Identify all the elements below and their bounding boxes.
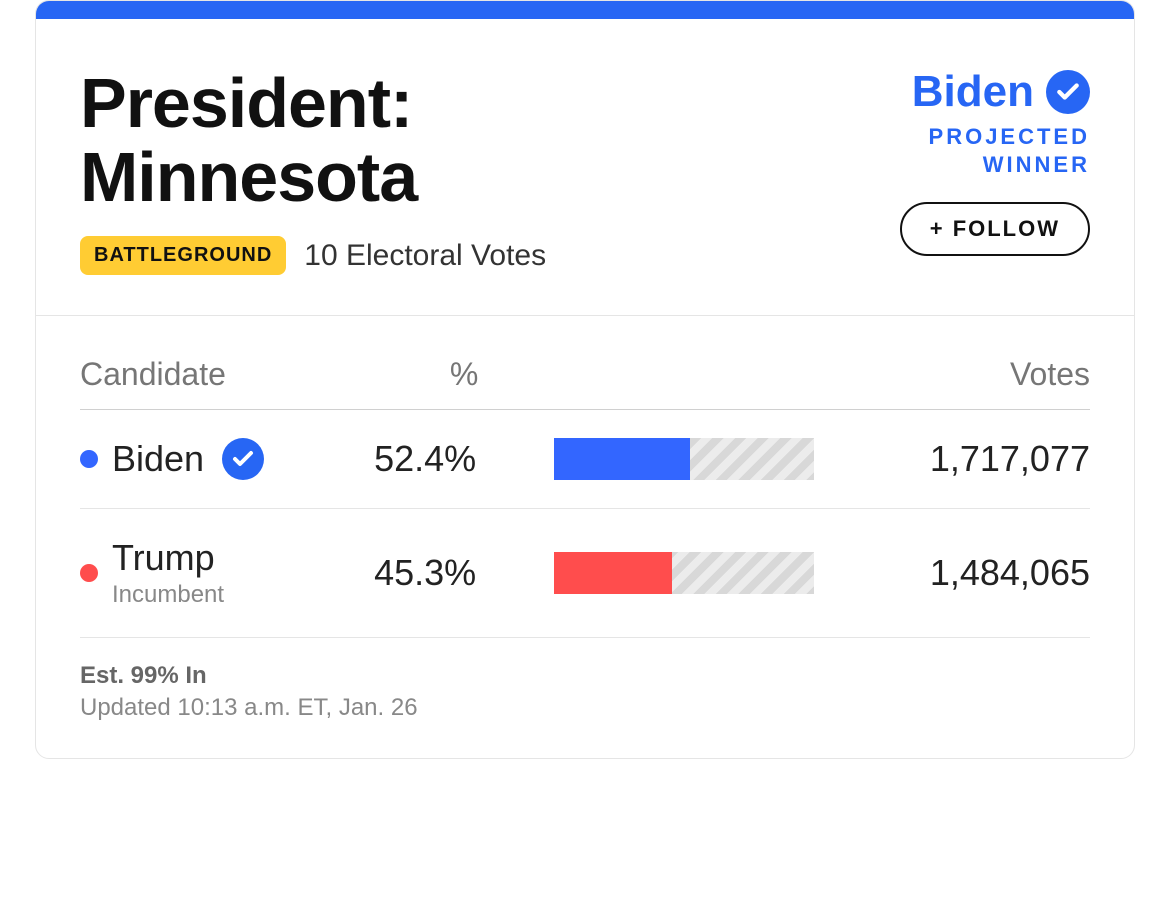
projected-winner-row: Biden <box>912 67 1090 117</box>
party-dot-icon <box>80 564 98 582</box>
candidate-wrap: Biden <box>80 438 374 480</box>
winner-check-icon <box>1046 70 1090 114</box>
results-section: Candidate % Votes Biden52.4%1,717,077Tru… <box>36 316 1134 758</box>
party-dot-icon <box>80 450 98 468</box>
winner-check-icon <box>222 438 264 480</box>
projected-winner-label: PROJECTED WINNER <box>929 123 1090 178</box>
projected-line2: WINNER <box>983 152 1090 177</box>
bar-cell <box>554 509 834 638</box>
bar-fill <box>554 438 690 480</box>
col-header-candidate: Candidate <box>80 356 374 410</box>
col-header-votes: Votes <box>834 356 1090 410</box>
projected-line1: PROJECTED <box>929 124 1090 149</box>
follow-button[interactable]: + FOLLOW <box>900 202 1090 256</box>
col-header-pct: % <box>374 356 554 410</box>
votes-cell: 1,717,077 <box>834 410 1090 509</box>
candidate-name-wrap: Biden <box>112 438 204 480</box>
candidate-name-wrap: TrumpIncumbent <box>112 537 224 609</box>
updated-text: Updated 10:13 a.m. ET, Jan. 26 <box>80 694 1090 722</box>
results-table: Candidate % Votes Biden52.4%1,717,077Tru… <box>80 356 1090 638</box>
header-left: President: Minnesota BATTLEGROUND 10 Ele… <box>80 67 900 275</box>
race-sub-row: BATTLEGROUND 10 Electoral Votes <box>80 236 900 275</box>
race-title-line2: Minnesota <box>80 138 417 216</box>
incumbent-label: Incumbent <box>112 581 224 609</box>
election-card: President: Minnesota BATTLEGROUND 10 Ele… <box>35 0 1135 759</box>
bar-fill <box>554 552 672 594</box>
est-in-text: Est. 99% In <box>80 662 1090 690</box>
pct-cell: 52.4% <box>374 410 554 509</box>
candidate-cell: TrumpIncumbent <box>80 509 374 638</box>
candidate-name: Trump <box>112 537 224 579</box>
candidate-cell: Biden <box>80 410 374 509</box>
votes-cell: 1,484,065 <box>834 509 1090 638</box>
top-accent-stripe <box>36 1 1134 19</box>
race-title: President: Minnesota <box>80 67 900 214</box>
candidate-wrap: TrumpIncumbent <box>80 537 374 609</box>
winner-name: Biden <box>912 67 1034 117</box>
table-row: Biden 52.4% 1,717,077 <box>80 410 1090 509</box>
table-row: TrumpIncumbent 45.3% 1,484,065 <box>80 509 1090 638</box>
header-right: Biden PROJECTED WINNER + FOLLOW <box>900 67 1090 256</box>
battleground-badge: BATTLEGROUND <box>80 236 286 275</box>
pct-cell: 45.3% <box>374 509 554 638</box>
race-title-line1: President: <box>80 64 412 142</box>
bar-track <box>554 552 814 594</box>
card-header: President: Minnesota BATTLEGROUND 10 Ele… <box>36 19 1134 316</box>
candidate-name: Biden <box>112 438 204 480</box>
col-header-bar <box>554 356 834 410</box>
bar-cell <box>554 410 834 509</box>
bar-track <box>554 438 814 480</box>
results-footer: Est. 99% In Updated 10:13 a.m. ET, Jan. … <box>80 662 1090 722</box>
results-tbody: Biden 52.4% 1,717,077 TrumpIncumbent 45.3% 1,… <box>80 410 1090 638</box>
electoral-votes-text: 10 Electoral Votes <box>304 239 546 273</box>
